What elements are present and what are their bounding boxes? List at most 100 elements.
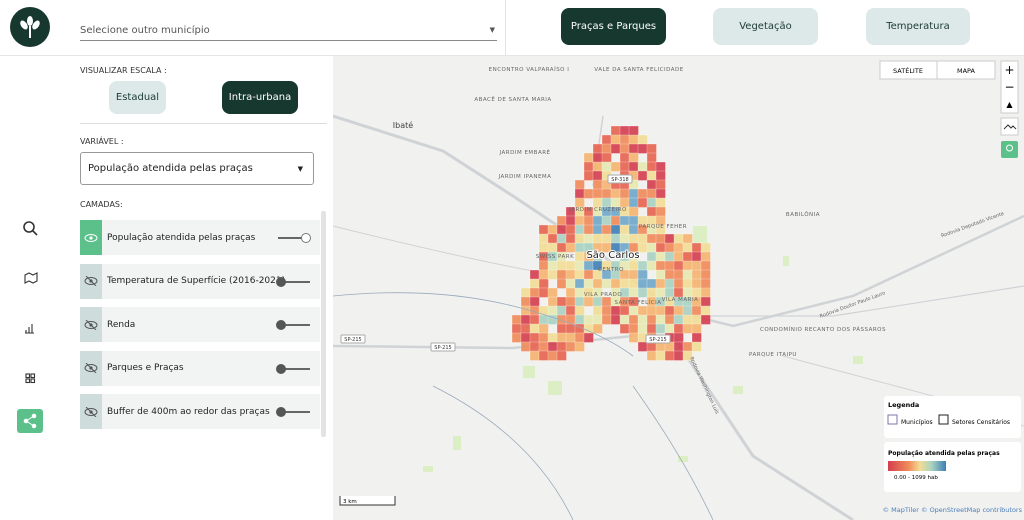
census-sector (547, 242, 558, 253)
census-sector (628, 224, 639, 235)
layer-toggle[interactable] (276, 407, 310, 417)
census-sector (583, 332, 594, 343)
toggle-knob (276, 320, 286, 330)
census-sector (592, 233, 603, 244)
satellite-button[interactable]: SATÉLITE (893, 66, 923, 75)
tab[interactable]: Praças e Parques (561, 8, 666, 45)
layer-row[interactable]: População atendida pelas praças (80, 220, 320, 255)
map[interactable]: ENCONTRO VALPARAÍSO I VALE DA SANTA FELIC… (333, 56, 1024, 520)
census-sector (529, 296, 540, 307)
census-sector (538, 233, 549, 244)
census-sector (574, 260, 585, 271)
census-sector (601, 143, 612, 154)
census-sector (628, 134, 639, 145)
visibility-icon[interactable] (80, 394, 102, 429)
map-button[interactable]: MAPA (957, 67, 976, 75)
layer-toggle[interactable] (276, 320, 310, 330)
search-icon[interactable] (23, 221, 38, 236)
census-sector (637, 260, 648, 271)
census-sector (691, 314, 702, 325)
census-sector (673, 233, 684, 244)
toggle-knob (276, 276, 286, 287)
census-sector (520, 323, 531, 334)
visibility-icon[interactable] (80, 350, 102, 386)
census-sector (637, 305, 648, 316)
census-sector (583, 215, 594, 226)
municipality-select[interactable]: Selecione outro município ▼ (80, 20, 497, 41)
census-sector (547, 260, 558, 271)
tab[interactable]: Temperatura (866, 8, 970, 45)
census-sector (592, 215, 603, 226)
census-sector (556, 224, 567, 235)
eye (84, 363, 98, 373)
layer-toggle[interactable] (276, 363, 310, 374)
select-placeholder: Selecione outro município (80, 25, 210, 36)
census-sector (574, 332, 585, 343)
chart-icon[interactable] (25, 324, 34, 334)
variable-value: População atendida pelas praças (88, 163, 253, 174)
census-sector (655, 197, 666, 208)
census-sector (646, 278, 657, 289)
census-sector (664, 278, 675, 289)
road-shield (645, 334, 671, 344)
census-sector (673, 341, 684, 352)
share-button[interactable] (17, 409, 43, 433)
attribution[interactable]: © MapTiler © OpenStreetMap contributors (883, 506, 1023, 514)
visibility-icon[interactable] (80, 220, 102, 255)
census-sector (646, 143, 657, 154)
census-sector (673, 314, 684, 325)
scrollbar[interactable] (321, 211, 326, 437)
census-sector (682, 269, 693, 280)
census-sector (628, 278, 639, 289)
tab[interactable]: Vegetação (713, 8, 818, 45)
census-sector (619, 215, 630, 226)
census-sector (619, 278, 630, 289)
census-sector (556, 260, 567, 271)
variable-select[interactable]: População atendida pelas praças ▼ (80, 152, 314, 185)
census-sector (628, 314, 639, 325)
layer-toggle[interactable] (276, 276, 310, 287)
layer-row[interactable]: Buffer de 400m ao redor das praças (80, 394, 320, 429)
census-sector (538, 314, 549, 325)
visibility-icon[interactable] (80, 263, 102, 299)
census-sector (556, 215, 567, 226)
locate-button[interactable] (1001, 141, 1018, 158)
legend: Legenda Municípios Setores Censitários (884, 396, 1021, 438)
scale-option[interactable]: Estadual (109, 81, 166, 114)
layer-row[interactable]: Renda (80, 307, 320, 342)
census-sector (610, 143, 621, 154)
zoom-in[interactable]: + (1004, 63, 1014, 77)
basemap-toggle[interactable]: SATÉLITE MAPA (879, 60, 996, 80)
city-label: São Carlos (586, 250, 639, 261)
layer-row[interactable]: Temperatura de Superfície (2016-2021) (80, 263, 320, 299)
zoom-controls[interactable]: + − ▲ (1000, 60, 1019, 114)
census-sector (574, 341, 585, 352)
census-sector (655, 170, 666, 181)
census-sector (664, 251, 675, 262)
census-sector (673, 350, 684, 361)
road-shield (430, 342, 456, 352)
map-icon[interactable] (24, 272, 38, 284)
census-sector (601, 278, 612, 289)
layer-name: População atendida pelas praças (107, 232, 256, 243)
layer-row[interactable]: Parques e Praças (80, 350, 320, 386)
census-sector (673, 323, 684, 334)
logo[interactable] (10, 7, 50, 47)
grid-icon[interactable] (25, 373, 36, 384)
census-sector (655, 179, 666, 190)
place-label: BABILÔNIA (786, 211, 820, 218)
census-sector (610, 314, 621, 325)
scale-option[interactable]: Intra-urbana (222, 81, 298, 114)
road-label: SP-215 (344, 337, 361, 343)
visibility-icon[interactable] (80, 307, 102, 342)
census-sector (619, 224, 630, 235)
compass[interactable]: ▲ (1006, 100, 1013, 109)
census-sector (637, 323, 648, 334)
census-sector (547, 224, 558, 235)
locate-icon (1006, 144, 1013, 152)
zoom-out[interactable]: − (1004, 80, 1014, 94)
rivers (333, 292, 714, 520)
census-sector (574, 179, 585, 190)
layer-toggle[interactable] (278, 233, 311, 243)
census-sector (691, 242, 702, 253)
